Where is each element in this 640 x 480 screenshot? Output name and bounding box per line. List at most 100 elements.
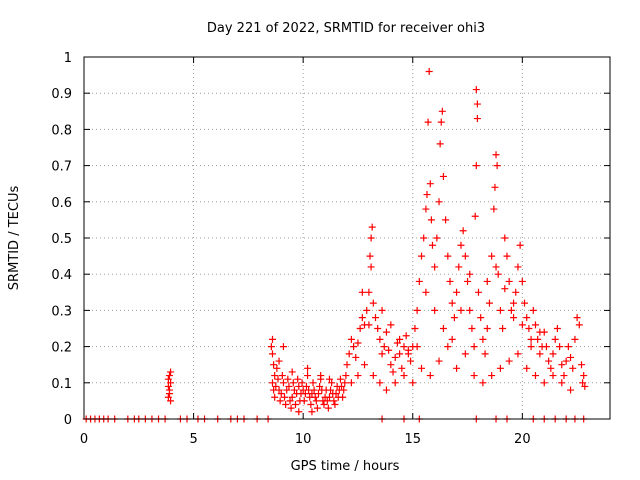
data-point	[369, 299, 377, 307]
x-tick-label: 0	[80, 432, 88, 447]
data-point	[338, 382, 346, 390]
data-point	[284, 375, 292, 383]
data-point	[271, 372, 279, 380]
y-tick-label: 0.1	[51, 377, 72, 392]
data-point	[331, 401, 339, 409]
data-point	[308, 408, 316, 416]
data-point	[164, 393, 172, 401]
chart-title: Day 221 of 2022, SRMTID for receiver ohi…	[207, 21, 485, 36]
data-point	[343, 361, 351, 369]
data-point	[398, 364, 406, 372]
data-point	[545, 357, 553, 365]
data-point	[501, 285, 509, 293]
data-point	[268, 350, 276, 358]
y-tick-label: 0.4	[51, 268, 72, 283]
data-point	[400, 343, 408, 351]
data-point	[501, 234, 509, 242]
data-point	[492, 263, 500, 271]
data-point	[428, 241, 436, 249]
data-point	[382, 328, 390, 336]
data-point	[473, 100, 481, 108]
data-point	[363, 306, 371, 314]
data-point	[278, 372, 286, 380]
data-point	[431, 306, 439, 314]
data-point	[391, 353, 399, 361]
data-point	[167, 379, 175, 387]
data-point	[558, 361, 566, 369]
data-point	[320, 401, 328, 409]
data-point	[165, 390, 173, 398]
data-point	[342, 372, 350, 380]
data-point	[483, 277, 491, 285]
data-point	[496, 306, 504, 314]
data-point	[317, 372, 325, 380]
data-point	[455, 263, 463, 271]
data-point	[527, 335, 535, 343]
data-point	[540, 379, 548, 387]
data-point	[339, 393, 347, 401]
y-axis-label: SRMTID / TECUs	[7, 186, 22, 291]
data-point	[529, 306, 537, 314]
data-point	[310, 386, 318, 394]
data-point	[354, 372, 362, 380]
data-point	[358, 314, 366, 322]
y-tick-label: 0	[64, 413, 72, 428]
y-tick-label: 0.5	[51, 232, 72, 247]
data-point	[422, 288, 430, 296]
data-point	[371, 314, 379, 322]
data-point	[426, 180, 434, 188]
data-point	[514, 350, 522, 358]
data-point	[396, 350, 404, 358]
data-point	[287, 404, 295, 412]
data-point	[267, 343, 275, 351]
data-point	[323, 397, 331, 405]
data-point	[553, 325, 561, 332]
data-point	[389, 368, 397, 376]
data-point	[356, 325, 364, 332]
data-point	[304, 364, 312, 372]
data-point	[268, 379, 276, 387]
data-point	[446, 277, 454, 285]
data-point	[358, 288, 366, 296]
data-point	[491, 183, 499, 191]
data-point	[289, 379, 297, 387]
data-point	[411, 325, 419, 332]
data-point	[279, 343, 287, 351]
data-points	[82, 67, 589, 423]
data-point	[424, 118, 432, 126]
data-point	[393, 339, 401, 347]
data-point	[580, 372, 588, 380]
data-point	[536, 328, 544, 336]
data-point	[433, 234, 441, 242]
data-point	[369, 372, 377, 380]
data-point	[407, 357, 415, 365]
data-point	[444, 252, 452, 260]
data-point	[350, 343, 358, 351]
data-point	[304, 372, 312, 380]
data-point	[325, 375, 333, 383]
data-point	[281, 393, 289, 401]
data-point	[312, 397, 320, 405]
data-point	[413, 306, 421, 314]
data-point	[556, 343, 564, 351]
data-point	[573, 314, 581, 322]
data-point	[523, 314, 531, 322]
data-point	[295, 382, 303, 390]
data-point	[534, 335, 542, 343]
data-point	[439, 325, 447, 332]
data-point	[436, 140, 444, 148]
data-point	[378, 306, 386, 314]
data-point	[423, 191, 431, 199]
data-point	[378, 350, 386, 358]
data-point	[547, 364, 555, 372]
data-point	[302, 382, 310, 390]
data-point	[490, 205, 498, 213]
data-point	[457, 306, 465, 314]
data-point	[354, 339, 362, 347]
data-point	[461, 350, 469, 358]
data-point	[437, 118, 445, 126]
data-point	[275, 386, 283, 394]
data-point	[300, 397, 308, 405]
data-point	[494, 270, 502, 278]
data-point	[551, 335, 559, 343]
